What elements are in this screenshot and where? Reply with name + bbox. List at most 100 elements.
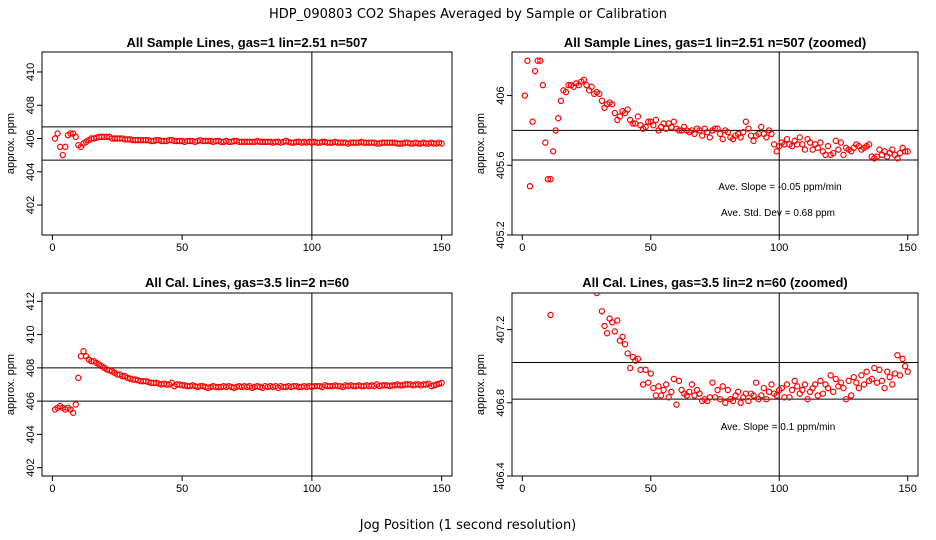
data-point <box>706 134 714 141</box>
data-point <box>670 375 678 383</box>
x-tick-label: 0 <box>49 242 55 254</box>
y-tick-label: 407.2 <box>495 316 507 344</box>
y-axis-label: approx. ppm <box>475 354 487 415</box>
data-point <box>747 132 755 139</box>
data-point <box>889 381 896 388</box>
x-tick-label: 150 <box>899 242 917 254</box>
data-point <box>765 388 773 396</box>
data-point <box>691 130 698 138</box>
x-tick-label: 150 <box>432 242 450 254</box>
data-point <box>652 392 660 399</box>
data-point <box>673 401 680 408</box>
data-point <box>896 372 904 379</box>
x-tick-label: 100 <box>770 242 788 254</box>
data-point <box>580 76 588 84</box>
data-point <box>438 379 445 387</box>
data-point <box>899 355 906 363</box>
data-point <box>711 125 719 132</box>
panel-1: All Sample Lines, gas=1 lin=2.51 n=507 0 5… <box>5 35 453 254</box>
y-tick-label: 410 <box>25 325 37 343</box>
data-point <box>539 81 547 89</box>
y-tick-label: 406 <box>495 86 507 104</box>
data-point <box>547 176 554 183</box>
panel-title: All Cal. Lines, gas=3.5 lin=2 n=60 <box>145 275 349 290</box>
data-point <box>652 116 660 124</box>
data-point <box>881 384 888 392</box>
data-point <box>858 372 865 379</box>
data-point <box>686 388 693 396</box>
data-point <box>637 366 644 374</box>
plot-frame <box>511 51 919 236</box>
data-point <box>783 135 791 143</box>
data-point <box>770 141 778 148</box>
data-point <box>670 118 678 125</box>
y-axis-label: approx. ppm <box>5 113 17 174</box>
data-point <box>763 395 770 403</box>
data-point <box>62 143 69 151</box>
data-point <box>904 368 911 375</box>
data-point <box>830 388 837 396</box>
data-points <box>51 348 445 416</box>
y-axis-label: approx. ppm <box>475 113 487 174</box>
panel-3: All Cal. Lines, gas=3.5 lin=2 n=60 0 50 100… <box>5 275 453 495</box>
data-point <box>552 127 559 134</box>
data-point <box>745 397 752 405</box>
data-point <box>801 146 809 153</box>
data-point <box>750 137 757 145</box>
data-point <box>896 149 904 157</box>
data-point <box>624 350 631 357</box>
data-point <box>901 148 909 155</box>
data-point <box>773 392 780 399</box>
x-tick-label: 0 <box>519 483 525 495</box>
data-points <box>521 57 911 190</box>
annotation: Ave. Slope = -0.05 ppm/min <box>718 182 842 193</box>
data-point <box>814 144 821 152</box>
data-point <box>883 368 891 375</box>
data-point <box>809 146 816 153</box>
data-point <box>722 399 729 406</box>
data-point <box>80 348 87 355</box>
data-point <box>773 148 780 155</box>
data-point <box>737 399 744 406</box>
data-point <box>634 355 642 363</box>
data-point <box>614 317 621 324</box>
data-point <box>827 372 834 379</box>
data-point <box>531 67 539 75</box>
y-tick-label: 408 <box>25 359 37 377</box>
data-point <box>675 127 683 134</box>
data-point <box>549 148 557 155</box>
data-point <box>878 377 886 385</box>
data-point <box>583 81 590 89</box>
data-point <box>59 151 66 159</box>
data-points <box>51 130 445 159</box>
annotation: Ave. Slope = 0.1 ppm/min <box>721 422 836 433</box>
data-point <box>894 155 901 162</box>
data-point <box>72 401 79 408</box>
data-point <box>67 130 74 137</box>
data-point <box>734 388 742 396</box>
data-point <box>69 409 77 416</box>
data-point <box>521 92 529 99</box>
data-point <box>655 383 662 390</box>
data-point <box>847 392 855 399</box>
x-tick-label: 0 <box>49 483 55 495</box>
data-point <box>657 392 665 399</box>
data-point <box>853 379 860 386</box>
data-point <box>562 88 570 96</box>
data-point <box>768 381 775 388</box>
data-point <box>763 134 770 141</box>
figure-title: HDP_090803 CO2 Shapes Averaged by Sample… <box>269 7 667 22</box>
data-point <box>547 311 554 319</box>
data-point <box>668 388 675 396</box>
data-point <box>719 383 726 390</box>
data-point <box>742 118 750 125</box>
data-point <box>760 384 768 392</box>
data-point <box>75 374 82 382</box>
data-point <box>845 377 852 385</box>
data-point <box>629 120 636 127</box>
data-point <box>619 333 626 341</box>
data-point <box>609 101 616 108</box>
data-point <box>837 139 845 146</box>
data-points <box>547 293 911 408</box>
plot-frame <box>41 292 453 477</box>
